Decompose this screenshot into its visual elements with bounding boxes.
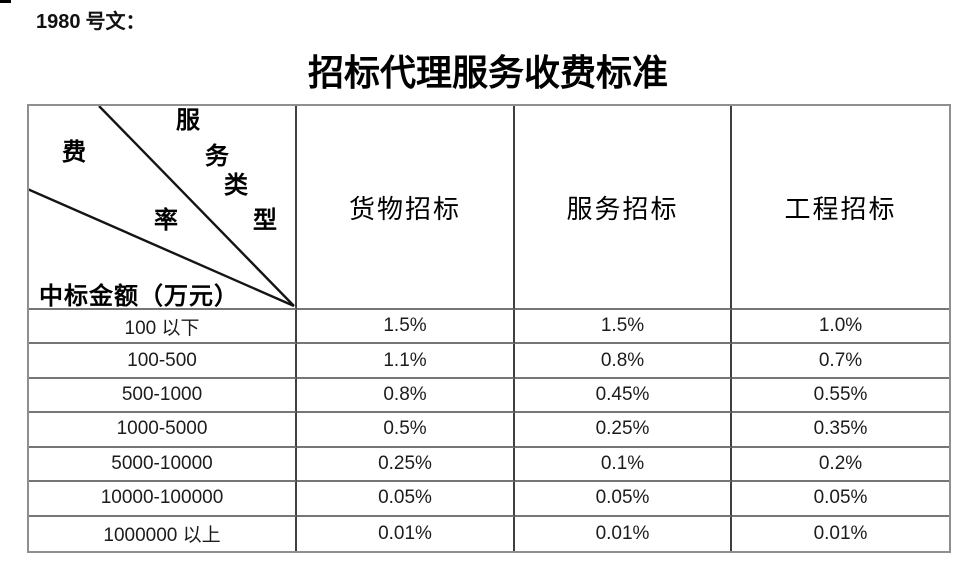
corner-rate-char: 率 xyxy=(154,208,178,234)
row-label-cell: 1000000 以上 xyxy=(29,516,297,551)
rate-cell: 1.0% xyxy=(732,310,949,345)
diagonal-header-cell: 费 率 服 务 类 型 中标金额（万元） xyxy=(29,106,297,310)
fee-standard-table: 费 率 服 务 类 型 中标金额（万元） 货物招标 服务招标 工程招标 100 … xyxy=(27,104,951,553)
rate-cell: 0.5% xyxy=(297,413,515,448)
rate-cell: 0.05% xyxy=(297,482,515,517)
rate-cell: 0.05% xyxy=(515,482,732,517)
row-label-cell: 100 以下 xyxy=(29,310,297,345)
document-reference-suffix: 号文： xyxy=(80,11,146,33)
document-reference-number: 1980 xyxy=(36,11,81,33)
corner-service-type-char: 服 xyxy=(176,108,200,134)
rate-cell: 1.5% xyxy=(297,310,515,345)
row-label-cell: 10000-100000 xyxy=(29,482,297,517)
corner-amount-label: 中标金额（万元） xyxy=(39,284,239,310)
rate-cell: 0.55% xyxy=(732,379,949,414)
rate-cell: 0.01% xyxy=(297,516,515,551)
row-label-cell: 1000-5000 xyxy=(29,413,297,448)
rate-cell: 0.01% xyxy=(515,516,732,551)
row-label-cell: 5000-10000 xyxy=(29,447,297,483)
corner-service-type-char: 型 xyxy=(253,208,277,234)
rate-cell: 0.8% xyxy=(297,378,515,414)
rate-cell: 1.1% xyxy=(297,344,515,379)
rate-cell: 0.05% xyxy=(732,482,949,517)
rate-cell: 0.1% xyxy=(515,447,732,483)
diagonal-divider-lines xyxy=(29,106,295,308)
rate-cell: 0.7% xyxy=(732,344,949,379)
rate-cell: 0.25% xyxy=(515,413,732,448)
page-title: 招标代理服务收费标准 xyxy=(307,53,668,93)
document-reference: 1980 号文： xyxy=(36,5,146,34)
rate-cell: 0.25% xyxy=(297,447,515,483)
rate-cell: 0.8% xyxy=(515,344,732,379)
rate-cell: 1.5% xyxy=(515,310,732,345)
page-corner-artifact xyxy=(0,0,11,3)
rate-cell: 0.01% xyxy=(813,522,868,544)
column-header-services: 服务招标 xyxy=(515,106,732,310)
corner-service-type-char: 务 xyxy=(205,144,229,170)
row-label-cell: 100-500 xyxy=(29,344,297,379)
rate-cell: 0.45% xyxy=(515,378,732,414)
column-header-goods: 货物招标 xyxy=(297,106,515,310)
rate-cell: 0.2% xyxy=(732,448,949,483)
row-label-cell: 500-1000 xyxy=(29,378,297,414)
corner-fee-char: 费 xyxy=(62,140,86,166)
corner-service-type-char: 类 xyxy=(224,173,248,199)
column-header-engineering: 工程招标 xyxy=(732,106,949,310)
rate-cell: 0.35% xyxy=(732,413,949,448)
